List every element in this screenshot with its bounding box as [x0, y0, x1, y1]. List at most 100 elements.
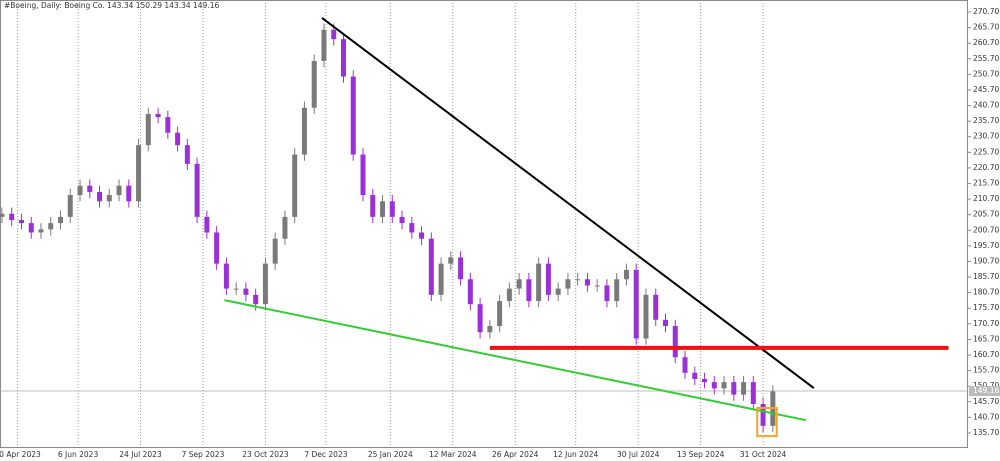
candle-body — [77, 185, 83, 196]
candle-body — [116, 185, 122, 196]
candle-body — [243, 288, 249, 295]
candle-body — [253, 294, 259, 305]
candle-body — [28, 223, 34, 233]
candle-body — [731, 382, 737, 395]
x-tick-label: 26 Apr 2024 — [492, 450, 539, 459]
y-tick-label: 250.70 — [973, 69, 999, 78]
y-tick-label: 270.70 — [973, 7, 999, 16]
y-tick-label: 225.70 — [973, 147, 999, 156]
y-tick-label: 200.70 — [973, 225, 999, 234]
highlight-box — [756, 407, 778, 438]
candle-body — [0, 213, 5, 217]
candle-body — [448, 257, 454, 264]
candle-body — [663, 319, 668, 327]
x-tick-label: 12 Jun 2024 — [553, 450, 598, 459]
x-tick-label: 30 Jul 2024 — [617, 450, 660, 459]
candle-body — [467, 279, 473, 305]
x-tick-label: 25 Jan 2024 — [368, 450, 413, 459]
trendline — [321, 17, 815, 389]
candle-body — [643, 294, 649, 339]
candle-body — [741, 382, 747, 395]
candle-body — [204, 216, 210, 233]
candle-body — [223, 263, 229, 289]
candle-body — [126, 185, 132, 202]
y-tick-label: 245.70 — [973, 85, 999, 94]
y-tick-label: 235.70 — [973, 116, 999, 125]
candle-body — [702, 379, 708, 383]
y-tick-label: 185.70 — [973, 272, 999, 281]
candle-body — [750, 382, 756, 404]
y-tick-label: 170.70 — [973, 319, 999, 328]
candle-body — [321, 29, 327, 61]
y-tick-label: 265.70 — [973, 23, 999, 32]
x-tick-label: 24 Jul 2023 — [119, 450, 162, 459]
candle-body — [721, 382, 727, 389]
y-tick-label: 255.70 — [973, 54, 999, 63]
candle-body — [653, 294, 659, 320]
candle-body — [438, 263, 444, 295]
candle-body — [87, 185, 93, 192]
y-tick-label: 140.70 — [973, 412, 999, 421]
y-tick-label: 165.70 — [973, 334, 999, 343]
candle-body — [506, 288, 512, 302]
candle-body — [623, 269, 629, 280]
x-tick-label: 12 Mar 2024 — [429, 450, 477, 459]
candle-body — [487, 326, 493, 333]
candle-body — [575, 279, 581, 281]
candle-body — [214, 232, 220, 264]
candle-body — [282, 216, 288, 239]
candle-body — [594, 285, 600, 287]
candle-body — [58, 216, 63, 224]
candle-body — [184, 145, 190, 164]
candle-body — [18, 219, 24, 224]
candle-body — [233, 288, 239, 290]
candle-body — [370, 195, 376, 217]
candle-body — [350, 76, 356, 155]
candle-body — [760, 403, 766, 426]
y-tick-label: 175.70 — [973, 303, 999, 312]
x-tick-label: 6 Jun 2023 — [58, 450, 99, 459]
candle-body — [711, 382, 717, 389]
candle-body — [175, 132, 181, 146]
candle-body — [477, 304, 483, 333]
candle-body — [165, 117, 171, 133]
candle-body — [682, 357, 688, 373]
y-tick-label: 180.70 — [973, 288, 999, 297]
candle-body — [555, 288, 561, 295]
candle-body — [497, 301, 503, 327]
y-tick-label: 195.70 — [973, 241, 999, 250]
candle-body — [584, 279, 590, 286]
x-tick-label: 20 Apr 2023 — [0, 450, 41, 459]
candle-body — [389, 201, 395, 217]
x-tick-label: 31 Oct 2024 — [740, 450, 787, 459]
candle-body — [262, 263, 268, 305]
candle-body — [136, 145, 142, 202]
candle-body — [516, 279, 522, 289]
candle-body — [360, 154, 366, 196]
x-tick-label: 7 Sep 2023 — [182, 450, 225, 459]
y-tick-label: 210.70 — [973, 194, 999, 203]
current-price-label: 149.16 — [973, 386, 999, 395]
x-tick-label: 13 Sep 2024 — [677, 450, 725, 459]
candle-body — [48, 223, 54, 230]
candle-body — [380, 201, 386, 217]
candle-body — [399, 216, 405, 224]
candle-body — [614, 279, 620, 302]
y-tick-label: 135.70 — [973, 428, 999, 437]
candle-body — [536, 263, 542, 302]
candle-body — [311, 60, 317, 108]
candle-body — [692, 372, 698, 380]
candle-body — [409, 223, 415, 233]
candle-body — [155, 113, 161, 118]
x-tick-label: 23 Oct 2023 — [242, 450, 289, 459]
y-tick-label: 230.70 — [973, 132, 999, 141]
candle-body — [97, 191, 103, 202]
candle-body — [526, 279, 532, 302]
y-tick-label: 220.70 — [973, 163, 999, 172]
candle-body — [301, 107, 307, 155]
y-tick-label: 215.70 — [973, 179, 999, 188]
chart-title: #Boeing, Daily: Boeing Co. 143.34 150.29… — [4, 1, 219, 10]
candle-body — [419, 232, 425, 239]
candle-body — [331, 29, 337, 40]
